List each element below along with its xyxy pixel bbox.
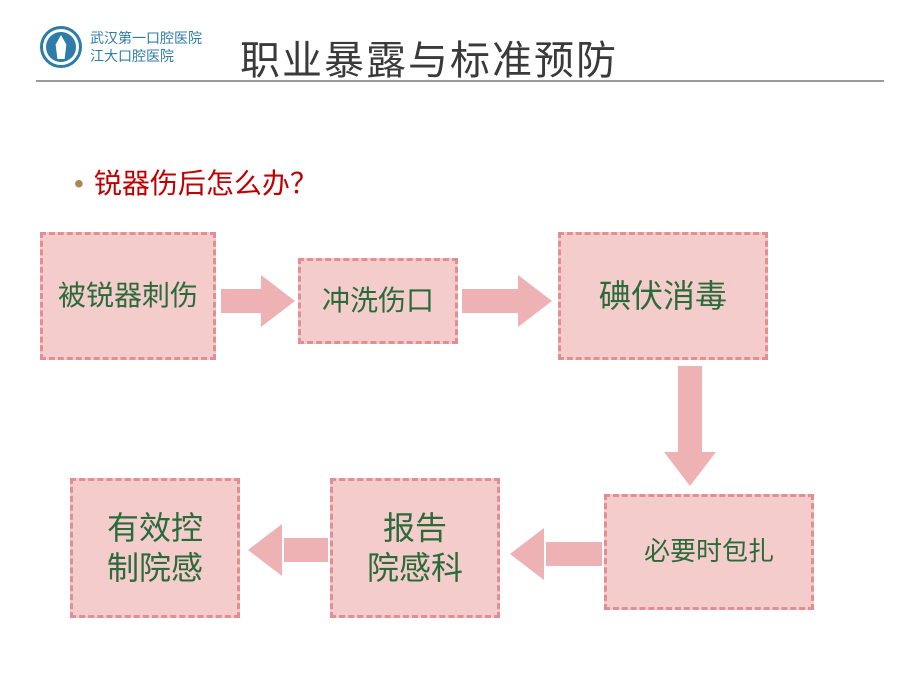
- flow-node-n4: 必要时包扎: [604, 494, 814, 610]
- flow-node-n1: 被锐器刺伤: [40, 232, 216, 360]
- page-title: 职业暴露与标准预防: [240, 28, 618, 86]
- logo-icon: [40, 26, 82, 68]
- org-line2: 江大口腔医院: [90, 47, 202, 65]
- flow-node-n5: 报告 院感科: [330, 478, 500, 618]
- flow-node-n3: 碘伏消毒: [558, 232, 768, 360]
- header-divider: [36, 80, 884, 82]
- bullet-question: • 锐器伤后怎么办？: [74, 162, 318, 202]
- org-name: 武汉第一口腔医院 江大口腔医院: [90, 29, 202, 65]
- slide-header: 武汉第一口腔医院 江大口腔医院 职业暴露与标准预防: [0, 18, 920, 78]
- bullet-dot-icon: •: [74, 168, 84, 199]
- flow-node-n6: 有效控 制院感: [70, 478, 240, 618]
- org-line1: 武汉第一口腔医院: [90, 29, 202, 47]
- bullet-text: 锐器伤后怎么办？: [94, 168, 318, 199]
- flow-node-n2: 冲洗伤口: [298, 258, 458, 344]
- org-logo-block: 武汉第一口腔医院 江大口腔医院: [40, 26, 202, 68]
